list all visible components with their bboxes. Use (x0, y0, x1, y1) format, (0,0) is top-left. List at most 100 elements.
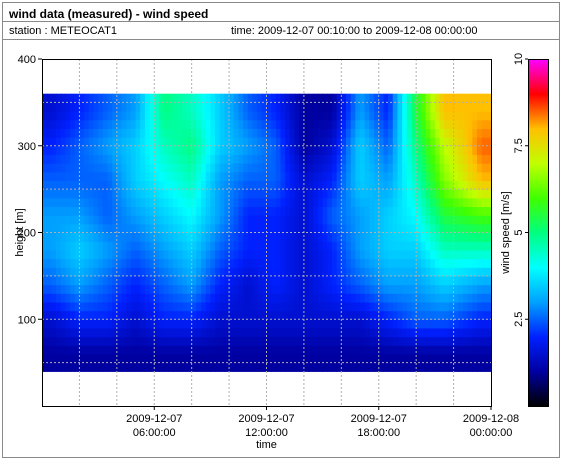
heatmap-cell (294, 232, 300, 242)
heatmap-cell (210, 293, 216, 303)
heatmap-cell (303, 171, 310, 182)
heatmap-cell (238, 111, 244, 121)
heatmap-cell (476, 241, 483, 251)
heatmap-cell (168, 171, 174, 182)
heatmap-cell (397, 293, 403, 303)
heatmap-cell (233, 310, 240, 320)
heatmap-cell (51, 154, 57, 164)
heatmap-cell (74, 258, 81, 268)
heatmap-cell (439, 189, 445, 199)
heatmap-cell (346, 362, 352, 372)
heatmap-cell (472, 258, 478, 268)
heatmap-cell (257, 362, 263, 372)
heatmap-cell (388, 353, 394, 364)
heatmap-cell (140, 215, 146, 225)
heatmap-cell (60, 319, 66, 329)
heatmap-cell (294, 163, 300, 173)
heatmap-cell (257, 206, 263, 216)
heatmap-cell (327, 362, 333, 372)
heatmap-cell (163, 353, 169, 364)
heatmap-cell (476, 189, 483, 199)
heatmap-cell (88, 249, 95, 260)
heatmap-cell (163, 223, 169, 234)
heatmap-cell (219, 93, 226, 103)
heatmap-cell (350, 275, 356, 286)
heatmap-cell (252, 362, 258, 372)
heatmap-cell (434, 223, 441, 234)
heatmap-cell (70, 119, 76, 129)
heatmap-cell (448, 301, 455, 312)
heatmap-cell (486, 189, 492, 199)
heatmap-cell (196, 111, 202, 121)
heatmap-cell (42, 171, 48, 182)
heatmap-cell (144, 197, 151, 208)
heatmap-cell (98, 327, 104, 338)
heatmap-cell (402, 93, 408, 103)
heatmap-cell (467, 93, 473, 103)
heatmap-cell (439, 327, 445, 338)
heatmap-cell (158, 284, 165, 294)
heatmap-cell (453, 345, 459, 355)
heatmap-cell (102, 145, 109, 156)
heatmap-cell (102, 258, 109, 268)
heatmap-cell (285, 241, 291, 251)
heatmap-cell (116, 258, 123, 268)
heatmap-cell (74, 145, 81, 156)
heatmap-cell (313, 215, 319, 225)
heatmap-cell (252, 111, 258, 121)
heatmap-cell (46, 353, 52, 364)
heatmap-cell (448, 327, 455, 338)
heatmap-cell (112, 362, 118, 372)
heatmap-cell (93, 163, 99, 173)
heatmap-cell (467, 336, 473, 346)
heatmap-cell (453, 102, 459, 112)
heatmap-cell (336, 189, 342, 199)
heatmap-cell (434, 267, 441, 277)
heatmap-cell (205, 232, 211, 242)
heatmap-cell (121, 163, 127, 173)
heatmap-cell (444, 171, 450, 182)
heatmap-cell (191, 327, 197, 338)
heatmap-cell (402, 215, 408, 225)
heatmap-cell (364, 206, 370, 216)
heatmap-cell (346, 93, 352, 103)
heatmap-cell (233, 206, 240, 216)
heatmap-cell (65, 267, 71, 277)
heatmap-cell (336, 301, 342, 312)
heatmap-cell (201, 180, 207, 190)
heatmap-cell (331, 232, 338, 242)
heatmap-cell (126, 163, 132, 173)
heatmap-cell (411, 241, 417, 251)
heatmap-cell (392, 137, 399, 147)
heatmap-cell (243, 163, 249, 173)
heatmap-cell (458, 301, 464, 312)
heatmap-cell (126, 284, 132, 294)
heatmap-cell (163, 293, 169, 303)
heatmap-cell (112, 345, 118, 355)
heatmap-cell (266, 93, 272, 103)
heatmap-cell (327, 232, 333, 242)
heatmap-cell (121, 241, 127, 251)
heatmap-cell (56, 241, 62, 251)
heatmap-cell (476, 327, 483, 338)
heatmap-cell (186, 258, 193, 268)
heatmap-cell (177, 189, 183, 199)
heatmap-cell (126, 171, 132, 182)
heatmap-cell (229, 241, 235, 251)
heatmap-cell (252, 145, 258, 156)
heatmap-cell (439, 362, 445, 372)
heatmap-cell (486, 284, 492, 294)
heatmap-cell (271, 171, 277, 182)
heatmap-cell (140, 197, 146, 208)
heatmap-cell (364, 171, 370, 182)
heatmap-cell (416, 137, 422, 147)
heatmap-cell (411, 93, 417, 103)
heatmap-cell (74, 128, 81, 138)
heatmap-cell (79, 353, 85, 364)
heatmap-cell (364, 215, 370, 225)
heatmap-cell (84, 345, 90, 355)
heatmap-cell (135, 267, 141, 277)
heatmap-cell (317, 197, 324, 208)
heatmap-cell (476, 345, 483, 355)
heatmap-cell (172, 163, 179, 173)
